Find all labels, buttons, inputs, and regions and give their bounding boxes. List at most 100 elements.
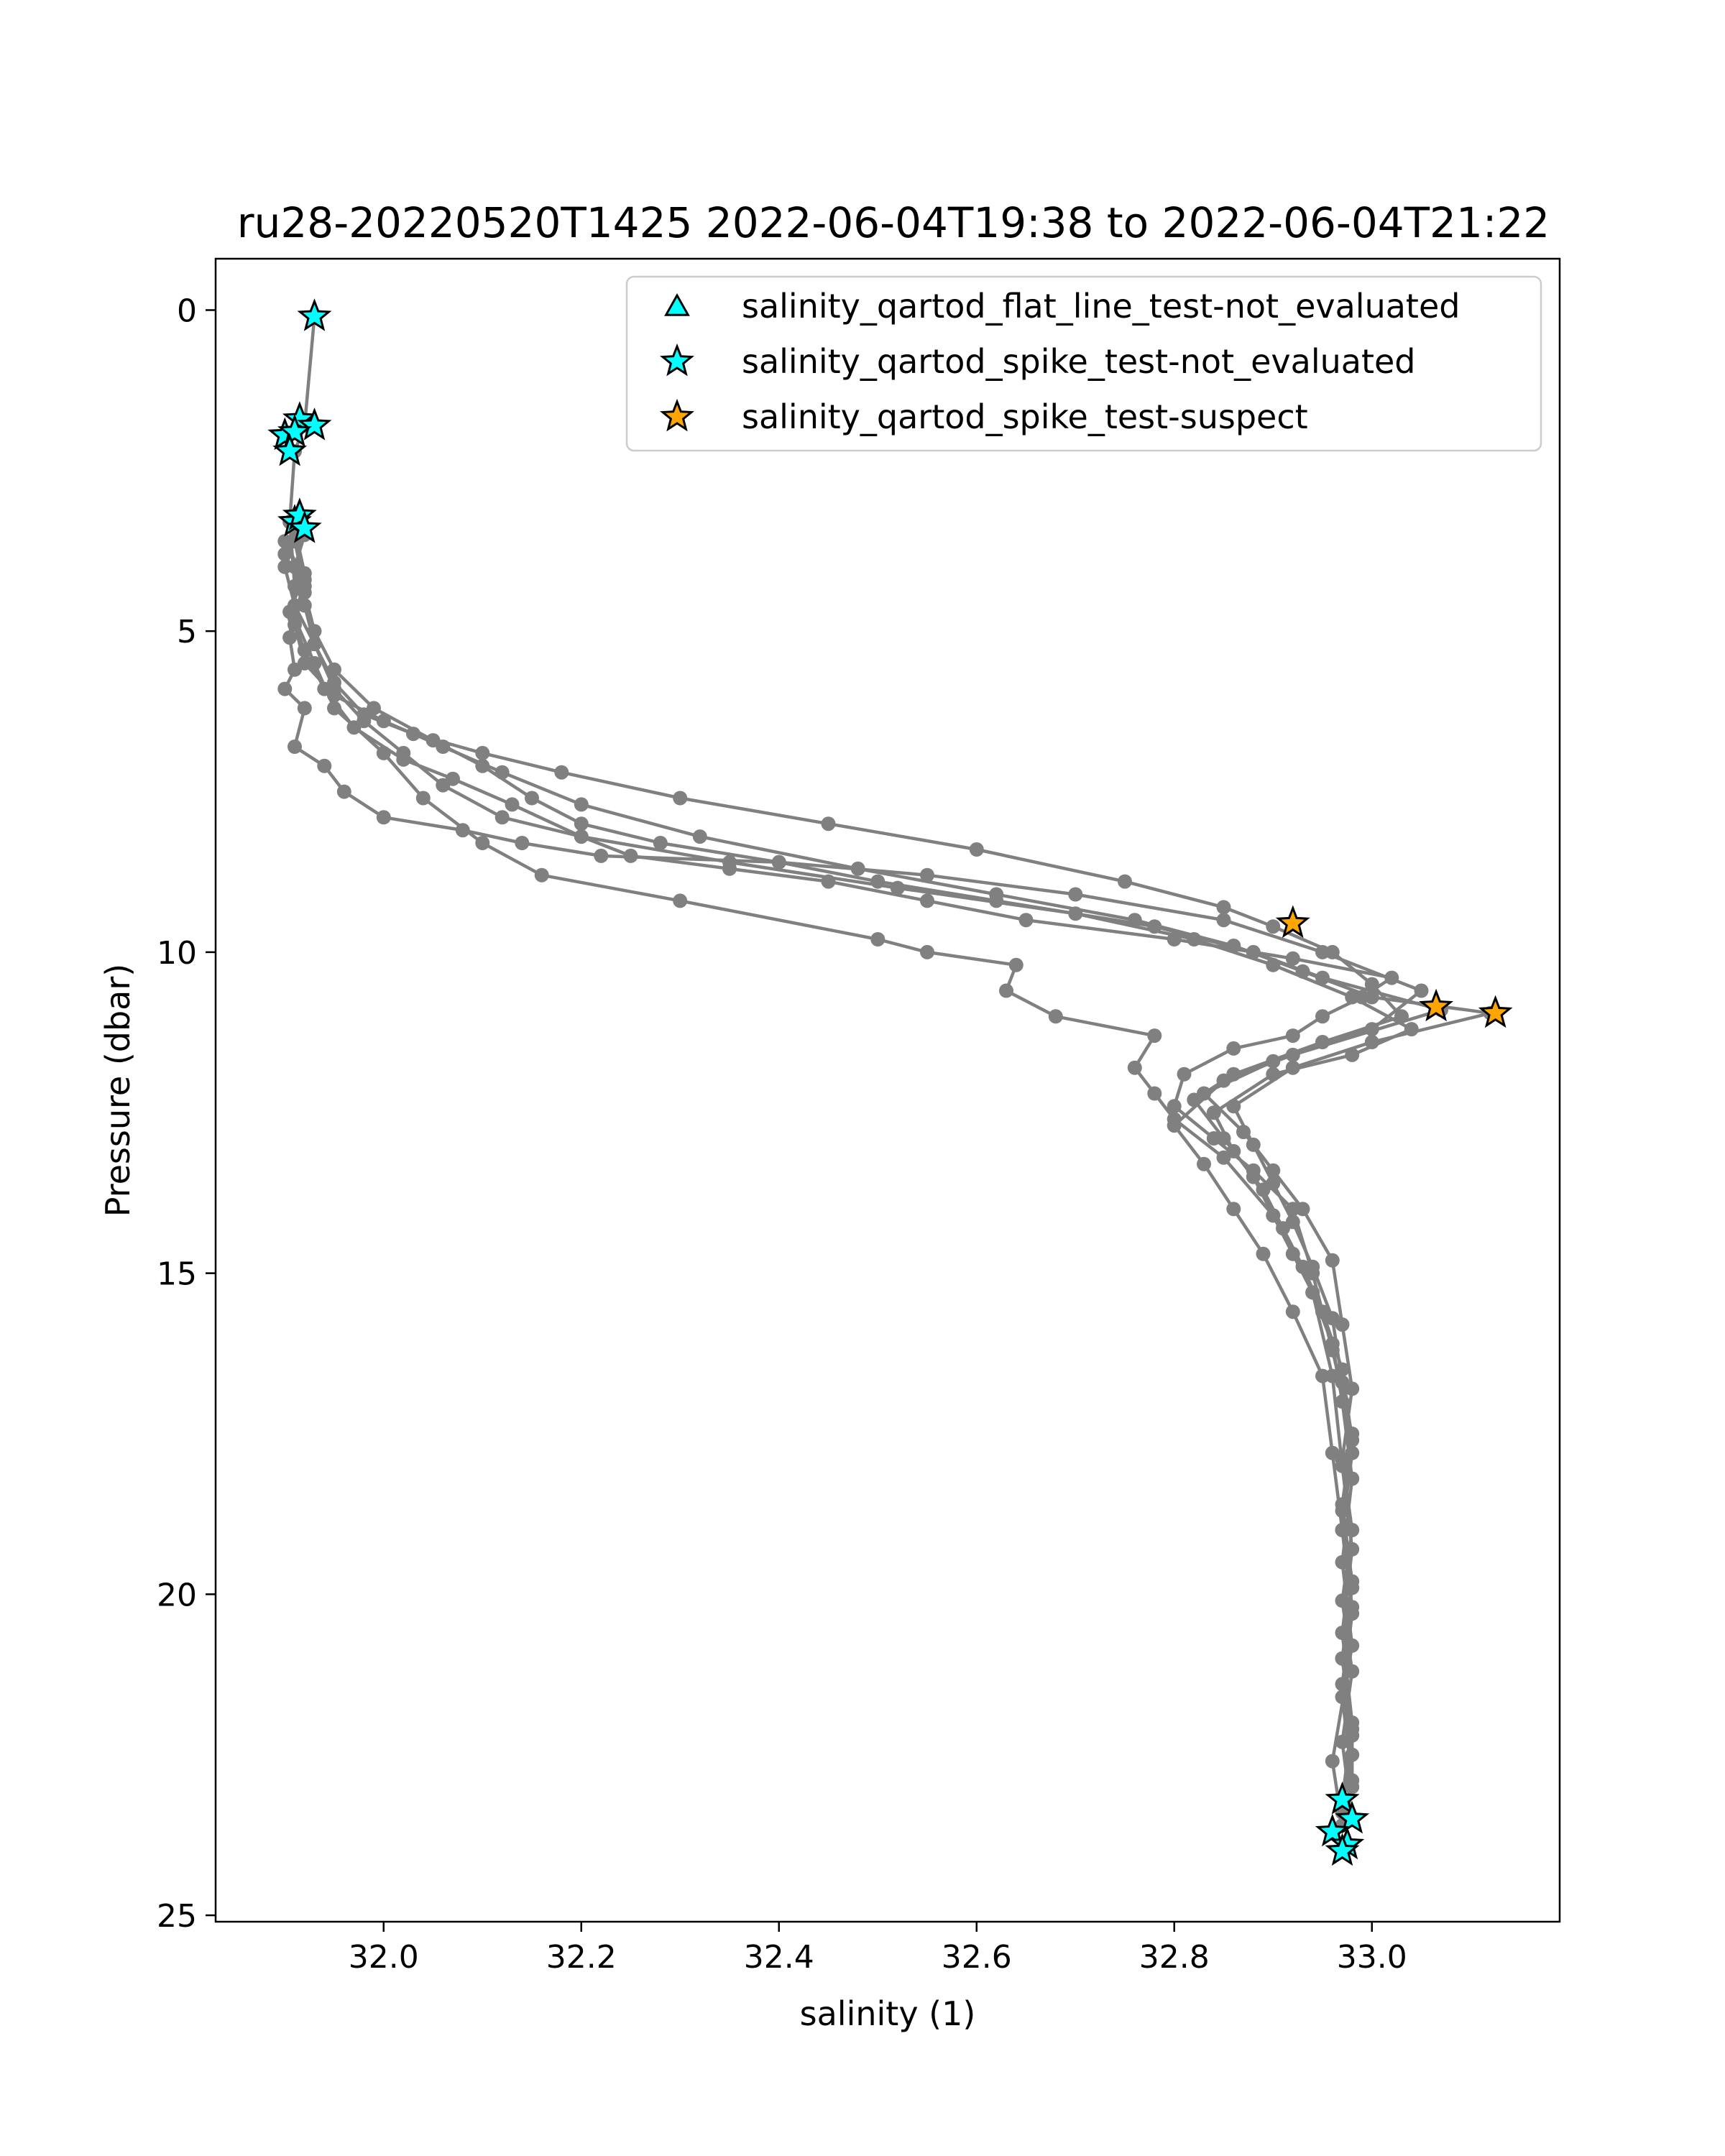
data-point xyxy=(1414,983,1429,998)
data-point xyxy=(376,714,391,729)
data-point xyxy=(653,836,668,850)
star-marker xyxy=(272,433,308,466)
series-profile-down-4 xyxy=(288,534,1498,1788)
data-point xyxy=(446,771,460,786)
legend-label: salinity_qartod_spike_test-suspect xyxy=(742,397,1308,436)
y-tick-label: 0 xyxy=(177,292,197,329)
legend-box xyxy=(625,275,1542,452)
data-point xyxy=(1285,1060,1300,1075)
chart-title: ru28-20220520T1425 2022-06-04T19:38 to 2… xyxy=(237,198,1550,247)
data-point xyxy=(277,681,293,696)
data-point xyxy=(1118,874,1132,889)
data-point xyxy=(1295,964,1310,979)
y-axis-label: Pressure (dbar) xyxy=(98,964,137,1217)
star-marker xyxy=(297,298,332,331)
data-point xyxy=(673,893,688,908)
y-tick-label: 10 xyxy=(157,935,197,972)
x-tick-label: 32.6 xyxy=(942,1939,1012,1976)
data-point xyxy=(505,797,520,812)
data-point xyxy=(1285,1304,1300,1319)
data-point xyxy=(534,867,549,883)
data-point xyxy=(475,836,490,850)
y-tick-label: 5 xyxy=(177,614,197,650)
x-tick-label: 32.4 xyxy=(744,1939,814,1976)
data-point xyxy=(1325,1253,1340,1268)
data-point xyxy=(297,655,312,671)
star-marker xyxy=(1325,1833,1360,1866)
star-marker xyxy=(282,497,317,530)
data-point xyxy=(1335,1375,1350,1390)
data-point xyxy=(1285,1047,1300,1062)
data-point xyxy=(999,983,1013,998)
data-point xyxy=(1018,913,1034,928)
data-point xyxy=(920,867,934,883)
data-point xyxy=(1345,1773,1360,1788)
data-point xyxy=(1364,1035,1379,1049)
series-line xyxy=(288,528,1414,1813)
y-axis: 0 5 10 15 20 25 xyxy=(157,292,216,1935)
markers-salinity_qartod_spike_test-suspect xyxy=(1275,905,1513,1028)
data-point xyxy=(1216,900,1231,915)
data-point xyxy=(1167,1118,1182,1133)
data-point xyxy=(282,604,298,619)
data-point xyxy=(1325,1445,1340,1460)
data-point xyxy=(1226,1041,1241,1056)
legend-star-icon xyxy=(660,398,694,432)
plot-border xyxy=(214,257,1561,1923)
data-point xyxy=(494,765,510,780)
markers-salinity_qartod_spike_test-not_evaluated xyxy=(267,298,1370,1866)
data-point xyxy=(870,874,886,889)
data-point xyxy=(554,765,569,780)
data-point xyxy=(623,848,638,863)
data-point xyxy=(771,854,786,870)
data-point xyxy=(307,624,322,639)
data-point xyxy=(920,893,934,908)
data-point xyxy=(692,829,707,844)
x-tick-label: 32.2 xyxy=(546,1939,617,1976)
data-point xyxy=(1345,1445,1360,1460)
data-point xyxy=(1345,990,1360,1005)
data-point xyxy=(1206,1105,1221,1120)
data-point xyxy=(317,758,332,773)
data-point xyxy=(1206,1131,1221,1146)
legend-entries: salinity_qartod_flat_line_test-not_evalu… xyxy=(660,287,1460,436)
data-point xyxy=(1266,1176,1281,1191)
y-tick-label: 15 xyxy=(157,1256,197,1293)
data-point xyxy=(1285,1028,1300,1044)
data-point xyxy=(367,701,381,716)
data-point xyxy=(1226,1099,1241,1114)
star-marker xyxy=(1325,1782,1360,1815)
data-point xyxy=(594,848,609,863)
data-point xyxy=(1246,1137,1261,1152)
data-point xyxy=(288,740,302,754)
data-point xyxy=(515,836,530,850)
x-tick-label: 33.0 xyxy=(1337,1939,1407,1976)
legend-entry: salinity_qartod_flat_line_test-not_evalu… xyxy=(664,287,1460,326)
data-point xyxy=(288,617,302,632)
star-marker xyxy=(287,510,322,543)
data-point xyxy=(1068,887,1083,902)
data-point xyxy=(1226,939,1241,953)
data-point xyxy=(1325,1311,1340,1326)
data-point xyxy=(1226,1202,1241,1217)
data-point xyxy=(1315,1368,1330,1383)
data-point xyxy=(722,854,737,870)
y-tick-label: 25 xyxy=(157,1898,197,1935)
data-point xyxy=(1127,913,1142,928)
data-point xyxy=(277,547,293,561)
data-point xyxy=(1167,1099,1182,1114)
data-point xyxy=(1285,951,1300,966)
data-point xyxy=(1008,957,1024,972)
star-marker xyxy=(297,407,332,441)
data-point xyxy=(1335,1523,1350,1537)
data-point xyxy=(1177,1067,1192,1082)
plot-frame xyxy=(216,259,1560,1922)
data-point xyxy=(989,887,1004,902)
data-point xyxy=(1335,1503,1350,1519)
star-marker xyxy=(1335,1800,1370,1834)
data-point xyxy=(327,662,341,677)
data-point xyxy=(475,745,490,760)
x-axis: 32.0 32.2 32.4 32.6 32.8 33.0 xyxy=(349,1922,1407,1976)
x-tick-label: 32.8 xyxy=(1139,1939,1210,1976)
data-point xyxy=(574,816,589,831)
